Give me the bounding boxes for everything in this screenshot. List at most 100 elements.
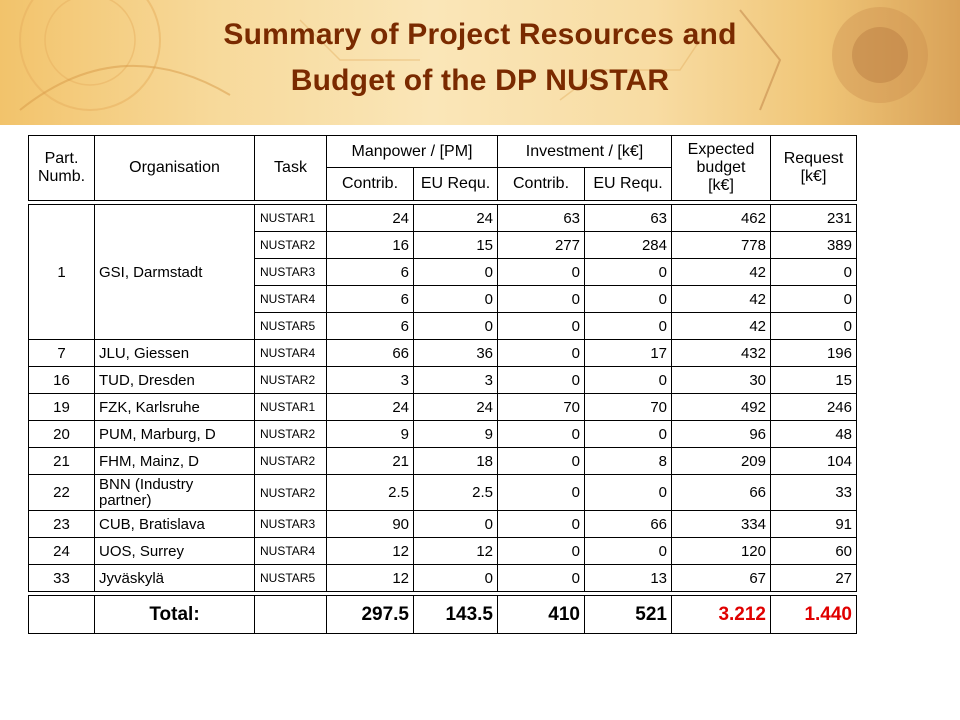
cell-inv-eu-requ: 66 — [584, 510, 672, 538]
cell-mp-contrib: 21 — [326, 447, 414, 475]
total-mp-contrib: 297.5 — [326, 595, 414, 634]
cell-part-numb: 1 — [28, 204, 95, 340]
header-organisation: Organisation — [94, 135, 255, 201]
cell-task: NUSTAR2 — [254, 231, 327, 259]
cell-organisation: JLU, Giessen — [94, 339, 255, 367]
cell-mp-eu-requ: 2.5 — [413, 474, 498, 511]
title-banner: Summary of Project Resources and Budget … — [0, 0, 960, 125]
total-cell-blank — [28, 595, 95, 634]
cell-part-numb: 16 — [28, 366, 95, 394]
table-row: NUSTAR5 6 0 0 0 42 0 — [29, 312, 857, 340]
cell-inv-eu-requ: 17 — [584, 339, 672, 367]
header-part-numb: Part. Numb. — [28, 135, 95, 201]
cell-inv-contrib: 0 — [497, 339, 585, 367]
cell-organisation: BNN (Industry partner) — [94, 474, 255, 511]
cell-mp-eu-requ: 9 — [413, 420, 498, 448]
cell-organisation: Jyväskylä — [94, 564, 255, 592]
header-expected-budget: Expected budget [k€] — [671, 135, 771, 201]
cell-mp-contrib: 9 — [326, 420, 414, 448]
cell-request: 91 — [770, 510, 857, 538]
table-row: 33 Jyväskylä NUSTAR5 12 0 0 13 67 27 — [28, 564, 857, 592]
cell-task: NUSTAR4 — [254, 285, 327, 313]
cell-expected-budget: 209 — [671, 447, 771, 475]
cell-task: NUSTAR5 — [254, 312, 327, 340]
cell-expected-budget: 42 — [671, 258, 771, 286]
cell-request: 0 — [770, 312, 857, 340]
cell-request: 48 — [770, 420, 857, 448]
cell-mp-contrib: 6 — [326, 258, 414, 286]
cell-part-numb: 19 — [28, 393, 95, 421]
cell-mp-eu-requ: 0 — [413, 312, 498, 340]
cell-inv-eu-requ: 0 — [584, 474, 672, 511]
cell-inv-eu-requ: 70 — [584, 393, 672, 421]
cell-task: NUSTAR2 — [254, 447, 327, 475]
total-inv-contrib: 410 — [497, 595, 585, 634]
cell-task: NUSTAR2 — [254, 420, 327, 448]
cell-expected-budget: 67 — [671, 564, 771, 592]
cell-inv-eu-requ: 0 — [584, 366, 672, 394]
cell-mp-eu-requ: 0 — [413, 564, 498, 592]
table-row: NUSTAR3 6 0 0 0 42 0 — [29, 258, 857, 286]
cell-organisation: FHM, Mainz, D — [94, 447, 255, 475]
cell-part-numb: 24 — [28, 537, 95, 565]
title-line-1: Summary of Project Resources and — [223, 18, 737, 51]
table-row: 1 GSI, Darmstadt NUSTAR1 24 24 63 63 462 231 — [28, 204, 857, 340]
header-request: Request [k€] — [770, 135, 857, 201]
cell-mp-contrib: 24 — [326, 393, 414, 421]
cell-request: 0 — [770, 258, 857, 286]
table-row: 7 JLU, Giessen NUSTAR4 66 36 0 17 432 196 — [28, 339, 857, 367]
cell-task: NUSTAR4 — [254, 537, 327, 565]
table-row: 24 UOS, Surrey NUSTAR4 12 12 0 0 120 60 — [28, 537, 857, 565]
cell-task: NUSTAR4 — [254, 339, 327, 367]
cell-task: NUSTAR1 — [254, 204, 327, 232]
cell-expected-budget: 66 — [671, 474, 771, 511]
cell-inv-eu-requ: 13 — [584, 564, 672, 592]
cell-inv-contrib: 63 — [497, 204, 585, 232]
cell-organisation: CUB, Bratislava — [94, 510, 255, 538]
cell-expected-budget: 96 — [671, 420, 771, 448]
cell-part-numb: 33 — [28, 564, 95, 592]
header-row-2: Contrib. EU Requ. Contrib. EU Requ. — [29, 167, 857, 201]
cell-part-numb: 20 — [28, 420, 95, 448]
cell-organisation: UOS, Surrey — [94, 537, 255, 565]
cell-inv-eu-requ: 284 — [584, 231, 672, 259]
cell-task: NUSTAR2 — [254, 474, 327, 511]
cell-organisation: GSI, Darmstadt — [94, 204, 255, 340]
cell-mp-eu-requ: 3 — [413, 366, 498, 394]
cell-inv-eu-requ: 8 — [584, 447, 672, 475]
cell-part-numb: 7 — [28, 339, 95, 367]
cell-mp-contrib: 12 — [326, 537, 414, 565]
cell-part-numb: 23 — [28, 510, 95, 538]
cell-organisation: PUM, Marburg, D — [94, 420, 255, 448]
header-mp-contrib: Contrib. — [326, 167, 414, 201]
cell-part-numb: 22 — [28, 474, 95, 511]
header-mp-eu-requ: EU Requ. — [413, 167, 498, 201]
banner-decoration — [19, 0, 928, 111]
title-line-2: Budget of the DP NUSTAR — [290, 64, 670, 97]
cell-expected-budget: 334 — [671, 510, 771, 538]
header-inv-eu-requ: EU Requ. — [584, 167, 672, 201]
total-cell-blank — [254, 595, 327, 634]
total-inv-eu-requ: 521 — [584, 595, 672, 634]
cell-request: 389 — [770, 231, 857, 259]
total-expected-budget: 3.212 — [671, 595, 771, 634]
cell-request: 33 — [770, 474, 857, 511]
cell-mp-eu-requ: 0 — [413, 258, 498, 286]
cell-inv-contrib: 0 — [497, 510, 585, 538]
cell-request: 104 — [770, 447, 857, 475]
cell-mp-contrib: 16 — [326, 231, 414, 259]
total-label: Total: — [94, 595, 255, 634]
cell-request: 15 — [770, 366, 857, 394]
header-investment: Investment / [k€] — [497, 135, 672, 168]
budget-table: Part. Numb. Organisation Task Manpower /… — [28, 135, 857, 634]
cell-mp-contrib: 6 — [326, 285, 414, 313]
cell-inv-eu-requ: 0 — [584, 537, 672, 565]
cell-task: NUSTAR1 — [254, 393, 327, 421]
cell-inv-contrib: 0 — [497, 447, 585, 475]
total-row: Total: 297.5 143.5 410 521 3.212 1.440 — [28, 595, 857, 634]
table-row: 16 TUD, Dresden NUSTAR2 3 3 0 0 30 15 — [28, 366, 857, 394]
cell-expected-budget: 432 — [671, 339, 771, 367]
cell-expected-budget: 42 — [671, 285, 771, 313]
cell-request: 246 — [770, 393, 857, 421]
header-inv-contrib: Contrib. — [497, 167, 585, 201]
